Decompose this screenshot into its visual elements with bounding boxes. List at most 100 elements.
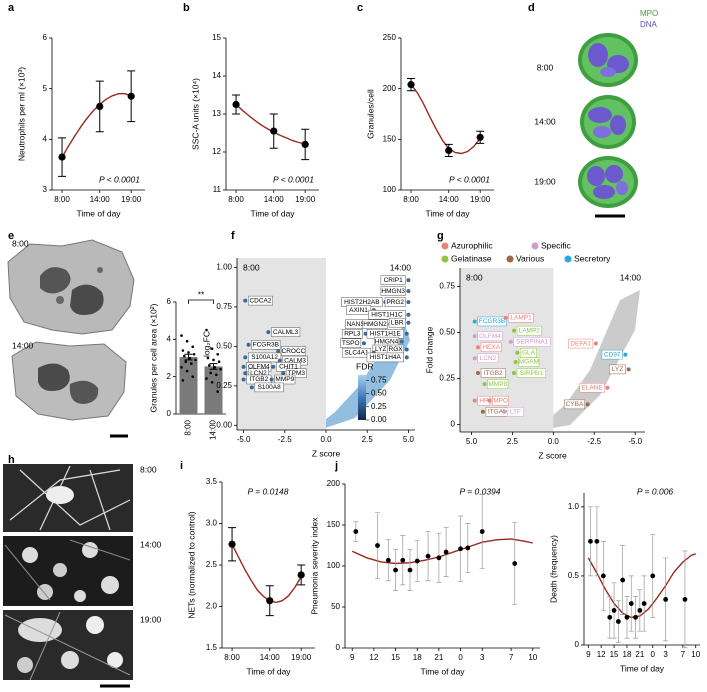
micrograph bbox=[3, 536, 133, 606]
gene-point bbox=[476, 371, 481, 376]
gene-label: LCN2 bbox=[480, 355, 497, 362]
micrograph bbox=[3, 464, 133, 532]
y-tick-label: 4 bbox=[167, 334, 172, 343]
legend-label: Various bbox=[516, 253, 544, 263]
gene-label-box bbox=[601, 349, 623, 360]
y-tick-label: 3.5 bbox=[206, 477, 218, 486]
gene-label: FCGR3B bbox=[253, 342, 279, 349]
gene-label-box bbox=[384, 297, 406, 307]
x-axis-label: Time of day bbox=[76, 208, 121, 218]
annotation: P < 0.0001 bbox=[273, 174, 314, 184]
gene-point bbox=[487, 398, 492, 403]
gene-point bbox=[585, 402, 590, 407]
fit-curve bbox=[231, 543, 302, 604]
annotation: P = 0.0148 bbox=[247, 486, 288, 496]
legend-marker bbox=[564, 255, 572, 263]
dot bbox=[184, 360, 187, 364]
y-tick-label: 100 bbox=[383, 185, 397, 194]
legend-label: DNA bbox=[640, 20, 658, 29]
y-tick-label: 0 bbox=[451, 420, 456, 429]
gene-label-box bbox=[477, 353, 499, 364]
gene-label: MPO bbox=[493, 397, 508, 404]
gene-label: CHIT1 bbox=[279, 364, 298, 371]
data-point bbox=[436, 555, 442, 561]
gene-point bbox=[472, 356, 477, 361]
gene-label-box bbox=[518, 357, 540, 367]
colorbar bbox=[358, 375, 366, 420]
gene-point bbox=[249, 385, 254, 390]
time-label: 8:00 bbox=[537, 62, 554, 72]
y-tick-label: 0.5 bbox=[568, 571, 580, 580]
x-tick-label: 14:00 bbox=[439, 195, 460, 204]
gene-label-box bbox=[251, 340, 281, 350]
colorbar-tick-label: 0.25 bbox=[371, 402, 387, 411]
data-point bbox=[96, 102, 104, 110]
x-axis-label: Time of day bbox=[250, 208, 295, 218]
y-tick-label: 200 bbox=[327, 479, 341, 488]
x-tick-label: 19:00 bbox=[295, 195, 316, 204]
legend-label: Secretory bbox=[574, 253, 611, 263]
gene-label: HMGN3 bbox=[381, 288, 405, 295]
dot bbox=[208, 364, 211, 367]
gene-label-box bbox=[366, 352, 405, 363]
bar bbox=[179, 357, 198, 414]
gene-label: ITGB2 bbox=[249, 376, 268, 383]
data-point bbox=[594, 538, 600, 544]
dot bbox=[188, 356, 192, 360]
x-tick-label: 19:00 bbox=[291, 653, 312, 662]
dot bbox=[194, 358, 197, 362]
legend-marker bbox=[531, 242, 539, 250]
data-point bbox=[479, 529, 485, 534]
gene-label-box bbox=[380, 275, 406, 285]
data-point bbox=[443, 549, 449, 555]
x-axis-label: Time of day bbox=[425, 208, 470, 218]
y-tick-label: 12 bbox=[212, 147, 221, 156]
data-point bbox=[637, 608, 643, 613]
x-tick-label: 15 bbox=[610, 650, 619, 659]
region-label: 8:00 bbox=[466, 272, 483, 282]
gene-label: CDCA2 bbox=[249, 297, 271, 304]
y-tick-label: 0.00 bbox=[216, 420, 232, 429]
y-tick-label: 5 bbox=[43, 84, 48, 93]
dot bbox=[215, 373, 218, 377]
gene-point bbox=[406, 300, 411, 305]
gene-label-box bbox=[368, 310, 406, 320]
micrograph bbox=[11, 341, 127, 421]
gene-label: OLFM4 bbox=[248, 364, 270, 371]
data-point bbox=[353, 529, 359, 534]
data-point bbox=[615, 619, 621, 624]
time-label: 8:00 bbox=[140, 464, 157, 474]
y-tick-label: 13 bbox=[212, 109, 221, 118]
dot bbox=[210, 380, 214, 384]
y-tick-label: 50 bbox=[331, 602, 340, 611]
gene-point bbox=[476, 345, 481, 350]
y-axis-label: Neutrophils per ml (×10³) bbox=[16, 67, 26, 161]
data-point bbox=[266, 597, 274, 605]
gene-label: SLC4A1 bbox=[344, 349, 369, 356]
fit-curve bbox=[61, 93, 132, 158]
x-tick-label: -5.0 bbox=[237, 435, 251, 444]
gene-label-box bbox=[516, 368, 546, 378]
gene-label: HIST1H4A bbox=[370, 354, 402, 361]
x-tick-label: 0.0 bbox=[320, 435, 332, 444]
gene-point bbox=[512, 371, 517, 376]
gene-point bbox=[482, 382, 487, 387]
gene-label-box bbox=[477, 316, 507, 327]
gene-point bbox=[513, 359, 518, 364]
x-tick-label: 3 bbox=[480, 653, 485, 662]
gene-label-box bbox=[285, 368, 307, 378]
x-tick-label: 14:00 bbox=[260, 653, 281, 662]
gene-label-box bbox=[568, 338, 594, 349]
data-point bbox=[465, 545, 471, 551]
fit-curve bbox=[351, 538, 533, 565]
panel-letter: h bbox=[8, 454, 15, 466]
gene-label: SERPINA1 bbox=[516, 338, 549, 345]
gene-label: S100A8 bbox=[258, 384, 282, 391]
gene-label: MGAM bbox=[519, 359, 539, 366]
dot bbox=[210, 347, 214, 350]
gene-point bbox=[406, 289, 411, 294]
y-axis-label: Pneumonia severity index bbox=[309, 517, 319, 615]
fit-curve bbox=[235, 103, 306, 145]
fit-curve bbox=[587, 553, 696, 619]
